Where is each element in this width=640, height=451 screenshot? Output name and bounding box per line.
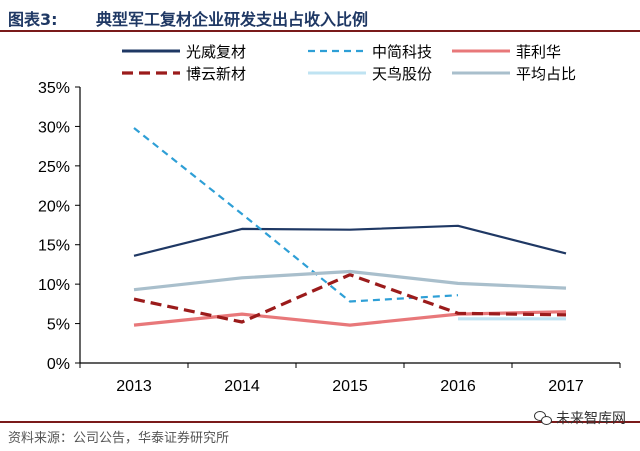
wechat-icon [534,411,552,425]
series-line-4 [133,273,567,324]
legend-label-4: 博云新材 [186,65,246,83]
x-tick-label: 2013 [116,378,152,395]
legend-label-3: 菲利华 [516,43,561,61]
figure-header: 图表3: 典型军工复材企业研发支出占收入比例 [0,0,640,32]
figure-number: 图表3: [8,10,58,29]
y-tick-label: 20% [38,198,70,215]
y-tick-label: 25% [38,159,70,176]
legend-label-5: 天鸟股份 [372,65,432,83]
legend-label-1: 光威复材 [186,43,246,61]
y-tick-label: 5% [47,317,70,334]
line-chart: 0% 5% 10% 15% 20% 25% 30% 35% 2013 2014 2015 2016 20… [38,43,621,395]
x-tick-label: 2016 [440,378,476,395]
series-line-2 [133,127,459,303]
legend-label-6: 平均占比 [516,65,576,83]
source-note: 资料来源：公司公告，华泰证券研究所 [8,431,230,446]
series-line-1 [133,224,567,257]
watermark: 未来智库网 [534,408,626,428]
footer-rule [0,421,640,423]
header-rule [0,30,640,32]
y-tick-label: 30% [38,119,70,136]
x-tick-label: 2015 [332,378,368,395]
y-tick-label: 10% [38,277,70,294]
y-tick-label: 35% [38,80,70,97]
figure-title: 典型军工复材企业研发支出占收入比例 [96,10,369,29]
series-line-6 [133,269,567,292]
x-tick-label: 2017 [548,378,584,395]
watermark-text: 未来智库网 [556,411,626,427]
legend-label-2: 中简科技 [372,43,432,61]
y-tick-label: 0% [47,356,70,373]
x-tick-label: 2014 [224,378,260,395]
y-tick-label: 15% [38,238,70,255]
